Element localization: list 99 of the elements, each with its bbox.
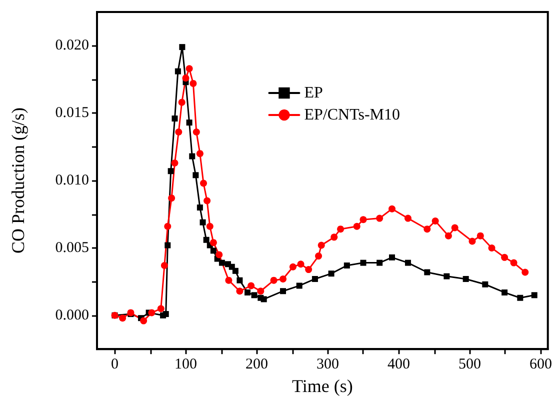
y-tick-label: 0.020 xyxy=(55,38,89,54)
point xyxy=(404,214,412,222)
point xyxy=(337,226,344,233)
point xyxy=(190,80,197,87)
y-tick-label: 0.015 xyxy=(55,105,89,122)
point xyxy=(236,277,243,284)
x-axis-title: Time (s) xyxy=(292,376,353,396)
point xyxy=(160,262,168,269)
point xyxy=(376,260,383,266)
point xyxy=(312,276,318,282)
point xyxy=(328,270,334,277)
point xyxy=(318,242,325,249)
point xyxy=(204,197,211,204)
point xyxy=(164,222,172,230)
point xyxy=(315,252,322,260)
point xyxy=(200,219,206,226)
point xyxy=(289,263,296,270)
point xyxy=(482,281,488,288)
point xyxy=(218,260,225,266)
point xyxy=(376,214,384,222)
point xyxy=(179,44,186,50)
point xyxy=(162,311,169,318)
point xyxy=(502,289,508,296)
point xyxy=(168,168,174,174)
point xyxy=(168,194,176,202)
x-tick-label: 400 xyxy=(388,356,410,373)
point xyxy=(192,128,200,136)
point xyxy=(216,251,223,258)
point xyxy=(488,244,496,252)
point xyxy=(468,238,476,245)
point xyxy=(451,224,458,232)
y-tick-label: 0.000 xyxy=(55,307,89,324)
point xyxy=(196,204,203,211)
point xyxy=(196,150,204,158)
y-tick-label: 0.005 xyxy=(55,240,89,256)
point xyxy=(251,292,258,298)
point xyxy=(172,116,178,122)
point xyxy=(296,282,302,289)
x-tick-label: 200 xyxy=(246,356,268,373)
point xyxy=(501,254,508,261)
point xyxy=(189,153,196,160)
point xyxy=(531,292,538,298)
x-tick-label: 500 xyxy=(458,356,481,373)
point xyxy=(210,248,216,254)
point xyxy=(517,294,524,301)
point xyxy=(257,288,264,295)
point xyxy=(157,305,164,312)
point xyxy=(140,317,148,324)
point xyxy=(280,288,286,294)
point xyxy=(344,262,350,268)
point xyxy=(171,160,178,167)
x-tick-label: 600 xyxy=(530,356,552,373)
point xyxy=(305,266,312,274)
point xyxy=(148,309,156,316)
point xyxy=(424,269,430,276)
point xyxy=(186,120,192,126)
point xyxy=(389,254,396,260)
point xyxy=(462,276,469,282)
point xyxy=(444,232,452,240)
point xyxy=(270,276,278,284)
legend-label: EP xyxy=(304,84,323,102)
x-tick-label: 300 xyxy=(316,356,339,373)
point xyxy=(444,273,450,280)
point xyxy=(260,296,267,302)
point xyxy=(510,259,518,266)
y-axis-title: CO Production (g/s) xyxy=(8,108,28,254)
point xyxy=(388,205,396,212)
point xyxy=(297,260,304,268)
point xyxy=(424,226,431,233)
point xyxy=(248,282,255,290)
point xyxy=(182,74,190,82)
point xyxy=(119,314,126,322)
point xyxy=(404,260,411,266)
point xyxy=(232,268,238,274)
x-tick-label: 100 xyxy=(174,356,197,373)
point xyxy=(174,68,181,74)
y-tick-label: 0.010 xyxy=(55,172,89,189)
point xyxy=(178,98,186,106)
point xyxy=(192,172,199,178)
point xyxy=(175,128,182,136)
point xyxy=(200,180,207,187)
point xyxy=(206,222,214,230)
point xyxy=(280,275,287,282)
point xyxy=(244,289,251,296)
legend-label: EP/CNTs-M10 xyxy=(304,106,400,124)
point xyxy=(360,216,367,224)
point xyxy=(476,232,484,240)
point xyxy=(353,222,360,230)
x-tick-label: 0 xyxy=(111,356,118,373)
point xyxy=(236,288,244,295)
point xyxy=(432,218,439,224)
point xyxy=(330,234,338,241)
point xyxy=(360,260,366,266)
point xyxy=(225,276,232,284)
point xyxy=(210,239,217,246)
point xyxy=(164,242,171,248)
point xyxy=(522,268,529,276)
point xyxy=(203,236,210,243)
point xyxy=(186,65,193,72)
